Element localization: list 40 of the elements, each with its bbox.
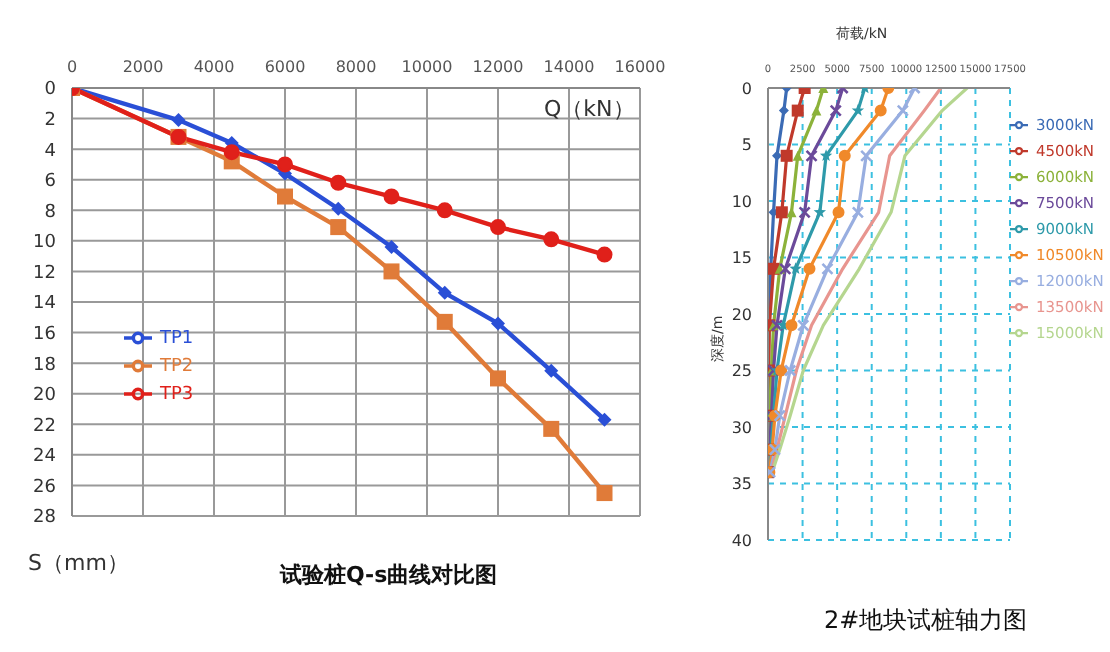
x-tick-label: 12000 — [472, 58, 524, 76]
y-tick-label: 28 — [33, 508, 57, 529]
y-tick-label: 25 — [731, 362, 752, 381]
y-tick-label: 20 — [33, 386, 57, 407]
y-tick-label: 22 — [33, 416, 56, 437]
text: 2#地块试桩轴力图 — [824, 604, 1028, 638]
x-tick-label: 14000 — [543, 58, 595, 76]
y-tick-label: 15 — [731, 249, 752, 268]
y-tick-label: 4 — [44, 141, 57, 162]
x-tick-label: 2000 — [122, 58, 164, 76]
y-tick-label: 30 — [731, 418, 752, 437]
legend-label: TP1 — [160, 328, 194, 349]
legend-label: TP2 — [160, 356, 194, 377]
y-tick-label: 14 — [33, 294, 57, 315]
text: 试验桩Q-s曲线对比图 — [280, 560, 498, 590]
y-tick-label: 16 — [33, 324, 57, 345]
y-axis-title: S（mm） — [28, 548, 129, 578]
y-tick-label: 20 — [731, 305, 752, 324]
x-tick-label: 16000 — [614, 58, 666, 76]
y-tick-label: 6 — [44, 172, 57, 193]
y-tick-label: 12 — [33, 263, 56, 284]
y-tick-label: 10 — [731, 192, 752, 211]
x-axis-title: Q（kN） — [544, 94, 635, 124]
y-tick-label: 2 — [44, 110, 56, 131]
legend-label: TP3 — [160, 384, 194, 405]
x-tick-label: 8000 — [335, 58, 377, 76]
y-tick-label: 10 — [33, 233, 57, 254]
y-tick-label: 8 — [44, 202, 57, 223]
y-tick-label: 18 — [33, 355, 57, 376]
y-tick-label: 26 — [33, 477, 57, 498]
y-tick-label: 24 — [33, 447, 57, 468]
y-tick-label: 0 — [44, 80, 57, 101]
y-tick-label: 0 — [741, 79, 752, 98]
y-tick-label: 40 — [731, 531, 752, 550]
x-tick-label: 6000 — [264, 58, 306, 76]
x-tick-label: 4000 — [193, 58, 235, 76]
y-tick-label: 35 — [731, 475, 752, 494]
x-tick-label: 0 — [66, 58, 78, 76]
y-tick-label: 5 — [741, 136, 752, 155]
x-tick-label: 10000 — [401, 58, 453, 76]
